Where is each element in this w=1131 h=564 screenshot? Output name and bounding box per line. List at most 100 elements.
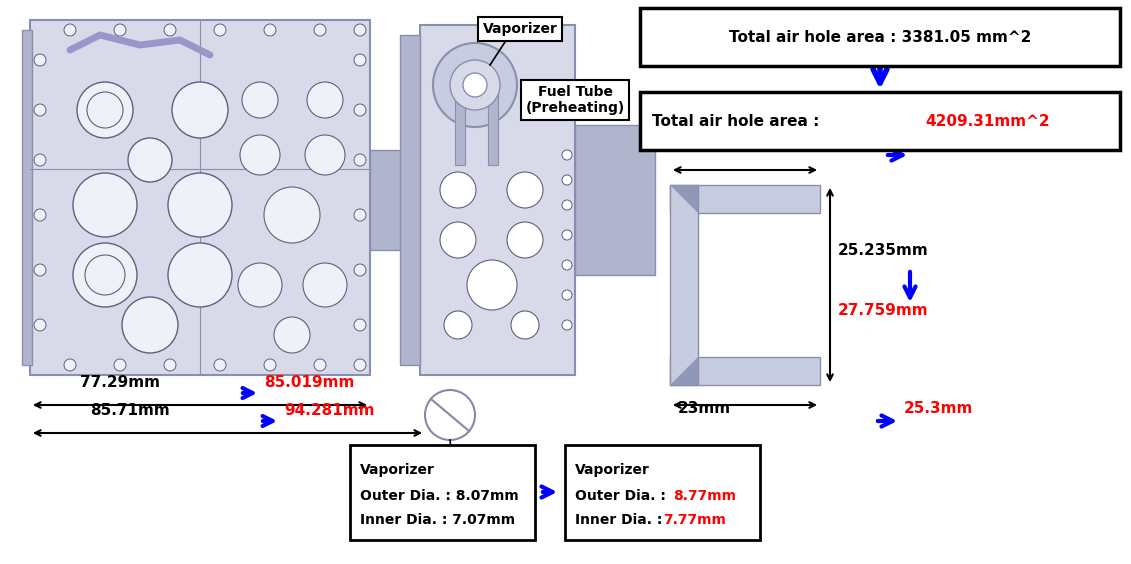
- Circle shape: [562, 260, 572, 270]
- Circle shape: [425, 390, 475, 440]
- Circle shape: [64, 359, 76, 371]
- Circle shape: [354, 264, 366, 276]
- Text: 8.77mm: 8.77mm: [673, 489, 736, 503]
- Circle shape: [440, 172, 476, 208]
- Polygon shape: [670, 357, 698, 385]
- Circle shape: [34, 154, 46, 166]
- Circle shape: [264, 24, 276, 36]
- Circle shape: [242, 82, 278, 118]
- Circle shape: [433, 43, 517, 127]
- Text: 4209.31mm^2: 4209.31mm^2: [925, 113, 1050, 129]
- Circle shape: [303, 263, 347, 307]
- Circle shape: [562, 175, 572, 185]
- Circle shape: [354, 359, 366, 371]
- Circle shape: [440, 222, 476, 258]
- Bar: [670, 185, 698, 385]
- Circle shape: [354, 54, 366, 66]
- Text: Total air hole area :: Total air hole area :: [651, 113, 824, 129]
- Circle shape: [562, 230, 572, 240]
- Text: Vaporizer: Vaporizer: [483, 22, 558, 36]
- Bar: [370, 150, 425, 250]
- Circle shape: [264, 187, 320, 243]
- Circle shape: [74, 173, 137, 237]
- Circle shape: [240, 135, 280, 175]
- Bar: [640, 8, 1120, 66]
- Circle shape: [562, 290, 572, 300]
- Bar: [455, 85, 465, 165]
- Bar: [349, 445, 535, 540]
- Circle shape: [562, 320, 572, 330]
- Circle shape: [463, 73, 487, 97]
- Circle shape: [169, 243, 232, 307]
- Bar: [566, 445, 760, 540]
- Circle shape: [354, 319, 366, 331]
- Circle shape: [314, 359, 326, 371]
- Circle shape: [85, 255, 126, 295]
- Polygon shape: [670, 185, 698, 213]
- Circle shape: [264, 359, 276, 371]
- Circle shape: [122, 297, 178, 353]
- Circle shape: [34, 104, 46, 116]
- Circle shape: [354, 209, 366, 221]
- Text: Inner Dia. :: Inner Dia. :: [575, 513, 667, 527]
- Circle shape: [128, 138, 172, 182]
- Bar: [400, 35, 420, 365]
- Bar: [575, 125, 655, 275]
- Circle shape: [354, 154, 366, 166]
- Circle shape: [507, 172, 543, 208]
- Circle shape: [444, 311, 472, 339]
- Text: Vaporizer: Vaporizer: [360, 463, 435, 477]
- Circle shape: [34, 319, 46, 331]
- Text: Inner Dia. : 7.07mm: Inner Dia. : 7.07mm: [360, 513, 515, 527]
- Circle shape: [274, 317, 310, 353]
- Circle shape: [307, 82, 343, 118]
- Text: 25.235mm: 25.235mm: [838, 243, 929, 258]
- Bar: [670, 185, 820, 213]
- Bar: [420, 25, 575, 375]
- Text: 77.29mm: 77.29mm: [80, 375, 159, 390]
- Circle shape: [164, 24, 176, 36]
- Circle shape: [238, 263, 282, 307]
- Circle shape: [164, 359, 176, 371]
- Circle shape: [34, 54, 46, 66]
- Text: 25.3mm: 25.3mm: [904, 401, 974, 416]
- Text: Outer Dia. :: Outer Dia. :: [575, 489, 671, 503]
- Text: 85.019mm: 85.019mm: [264, 375, 354, 390]
- Text: Total air hole area : 3381.05 mm^2: Total air hole area : 3381.05 mm^2: [728, 29, 1031, 45]
- Circle shape: [450, 60, 500, 110]
- Circle shape: [562, 150, 572, 160]
- Text: Fuel Tube
(Preheating): Fuel Tube (Preheating): [526, 85, 624, 115]
- Text: Vaporizer: Vaporizer: [575, 463, 650, 477]
- Circle shape: [354, 24, 366, 36]
- Circle shape: [172, 82, 228, 138]
- Circle shape: [305, 135, 345, 175]
- Circle shape: [34, 264, 46, 276]
- Circle shape: [114, 359, 126, 371]
- Text: 28.04mm: 28.04mm: [677, 135, 758, 150]
- Text: 7.77mm: 7.77mm: [663, 513, 726, 527]
- Circle shape: [74, 243, 137, 307]
- Circle shape: [87, 92, 123, 128]
- Circle shape: [314, 24, 326, 36]
- Circle shape: [169, 173, 232, 237]
- Circle shape: [467, 260, 517, 310]
- Circle shape: [507, 222, 543, 258]
- Bar: [487, 85, 498, 165]
- Bar: [670, 357, 820, 385]
- Circle shape: [354, 104, 366, 116]
- Circle shape: [214, 359, 226, 371]
- Bar: [640, 92, 1120, 150]
- Circle shape: [64, 24, 76, 36]
- Text: Outer Dia. : 8.07mm: Outer Dia. : 8.07mm: [360, 489, 519, 503]
- Circle shape: [511, 311, 539, 339]
- Circle shape: [34, 209, 46, 221]
- Circle shape: [77, 82, 133, 138]
- Circle shape: [562, 200, 572, 210]
- Text: 27.759mm: 27.759mm: [838, 303, 929, 318]
- Bar: [31, 20, 370, 375]
- Text: 85.71mm: 85.71mm: [90, 403, 170, 418]
- Text: 30.844mm: 30.844mm: [914, 135, 1004, 150]
- Text: 94.281mm: 94.281mm: [284, 403, 374, 418]
- Bar: [21, 30, 32, 365]
- Text: 23mm: 23mm: [677, 401, 731, 416]
